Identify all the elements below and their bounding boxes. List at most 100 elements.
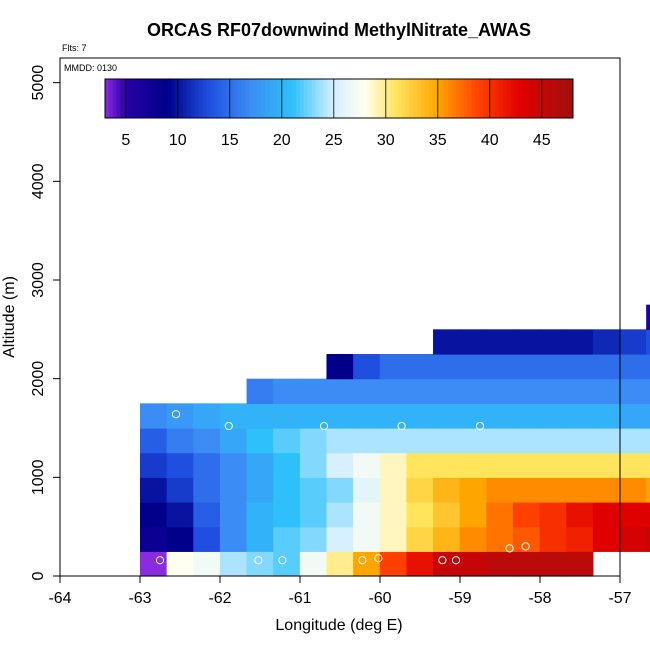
heatmap-cell bbox=[406, 477, 434, 503]
y-axis-label: Altitude (m) bbox=[1, 276, 18, 358]
heatmap-cell bbox=[619, 329, 647, 355]
colorbar-tick-label: 45 bbox=[533, 132, 551, 149]
colorbar-segment bbox=[549, 79, 554, 118]
heatmap-cell bbox=[273, 477, 301, 503]
heatmap-cell bbox=[459, 477, 487, 503]
heatmap-cell bbox=[273, 502, 301, 528]
colorbar-segment bbox=[249, 79, 254, 118]
heatmap-cell bbox=[592, 502, 621, 528]
colorbar-segment bbox=[105, 79, 110, 118]
heatmap-cell bbox=[326, 378, 354, 404]
x-axis-label: Longitude (deg E) bbox=[275, 617, 402, 634]
colorbar-segment bbox=[284, 79, 289, 118]
heatmap-cell bbox=[486, 477, 514, 503]
heatmap-cell bbox=[433, 526, 461, 552]
colorbar-frame bbox=[104, 78, 574, 119]
colorbar-segment bbox=[483, 79, 488, 118]
heatmap-cell bbox=[486, 502, 514, 528]
colorbar-segment bbox=[479, 79, 484, 118]
heatmap-cell bbox=[406, 378, 434, 404]
mmdd-label: MMDD: 0130 bbox=[64, 63, 117, 73]
heatmap-cell bbox=[353, 428, 381, 454]
x-tick-label: -58 bbox=[528, 590, 551, 607]
heatmap-cell bbox=[166, 452, 194, 478]
colorbar-segment bbox=[311, 79, 317, 118]
flight-sample-marker bbox=[155, 556, 165, 565]
heatmap-cell bbox=[299, 477, 328, 503]
flight-sample-marker bbox=[438, 556, 447, 565]
heatmap-cell bbox=[353, 477, 381, 503]
colorbar-segment bbox=[346, 79, 352, 118]
colorbar-segment bbox=[175, 79, 180, 118]
colorbar-segment bbox=[358, 79, 363, 118]
heatmap-cell bbox=[140, 428, 168, 454]
colorbar-segment bbox=[206, 79, 211, 118]
heatmap-cell bbox=[353, 452, 381, 478]
colorbar-segment bbox=[229, 79, 235, 118]
colorbar-segment bbox=[307, 79, 313, 118]
heatmap-cell bbox=[592, 329, 621, 355]
heatmap-cell bbox=[512, 477, 541, 503]
colorbar-segment bbox=[413, 79, 418, 118]
colorbar-segment bbox=[261, 79, 266, 118]
colorbar-segment bbox=[436, 79, 441, 118]
colorbar-segment bbox=[257, 79, 262, 118]
colorbar-segment bbox=[233, 79, 239, 118]
heatmap-cell bbox=[433, 477, 461, 503]
colorbar-segment bbox=[296, 79, 301, 118]
heatmap-cell bbox=[273, 452, 301, 478]
heatmap-cell bbox=[193, 502, 221, 528]
heatmap-cell bbox=[379, 452, 407, 478]
heatmap-cell bbox=[539, 329, 567, 355]
heatmap-cell bbox=[539, 378, 567, 404]
colorbar-segment bbox=[534, 79, 539, 118]
colorbar-segment bbox=[428, 79, 434, 118]
heatmap-cell bbox=[273, 526, 301, 552]
heatmap-cell bbox=[193, 428, 221, 454]
heatmap-cell bbox=[459, 329, 487, 355]
colorbar-segment bbox=[272, 79, 278, 118]
heatmap-cell bbox=[299, 428, 328, 454]
x-tick-label: -57 bbox=[608, 590, 631, 607]
heatmap-cell bbox=[406, 403, 434, 429]
heatmap-cell bbox=[433, 354, 461, 380]
colorbar-segment bbox=[167, 79, 172, 118]
colorbar-segment bbox=[108, 79, 114, 118]
heatmap-cell bbox=[646, 304, 650, 330]
colorbar-segment bbox=[405, 79, 410, 118]
colorbar: 5 10 15 20 25 30 35 40 45 bbox=[104, 78, 574, 149]
heatmap-cell bbox=[326, 477, 354, 503]
colorbar-segment bbox=[362, 79, 367, 118]
colorbar-segment bbox=[502, 79, 508, 118]
heatmap-cells bbox=[140, 304, 650, 577]
colorbar-segment bbox=[389, 79, 395, 118]
heatmap-cell bbox=[619, 354, 647, 380]
colorbar-segment bbox=[526, 79, 531, 118]
colorbar-segment bbox=[280, 79, 285, 118]
heatmap-cell bbox=[353, 502, 381, 528]
flight-sample-marker bbox=[503, 278, 512, 288]
colorbar-segment bbox=[264, 79, 270, 118]
heatmap-cell bbox=[353, 354, 381, 380]
heatmap-cell bbox=[512, 502, 541, 528]
heatmap-cell bbox=[193, 526, 221, 552]
heatmap-cell bbox=[539, 502, 567, 528]
heatmap-cell bbox=[433, 428, 461, 454]
colorbar-segment bbox=[561, 79, 566, 118]
colorbar-segment bbox=[245, 79, 250, 118]
colorbar-tick-label: 5 bbox=[121, 132, 130, 149]
flight-markers bbox=[155, 278, 530, 565]
colorbar-tick-label: 35 bbox=[429, 132, 447, 149]
colorbar-segment bbox=[198, 79, 203, 118]
colorbar-segment bbox=[128, 79, 133, 118]
heatmap-cell bbox=[140, 452, 168, 478]
colorbar-segment bbox=[210, 79, 215, 118]
y-tick-label: 0 bbox=[30, 571, 47, 580]
heatmap-cell bbox=[406, 428, 434, 454]
heatmap-cell bbox=[246, 452, 274, 478]
heatmap-cell bbox=[326, 403, 354, 429]
colorbar-tick-label: 10 bbox=[169, 132, 187, 149]
colorbar-segment bbox=[456, 79, 461, 118]
heatmap-cell bbox=[273, 403, 301, 429]
heatmap-cell bbox=[486, 403, 514, 429]
